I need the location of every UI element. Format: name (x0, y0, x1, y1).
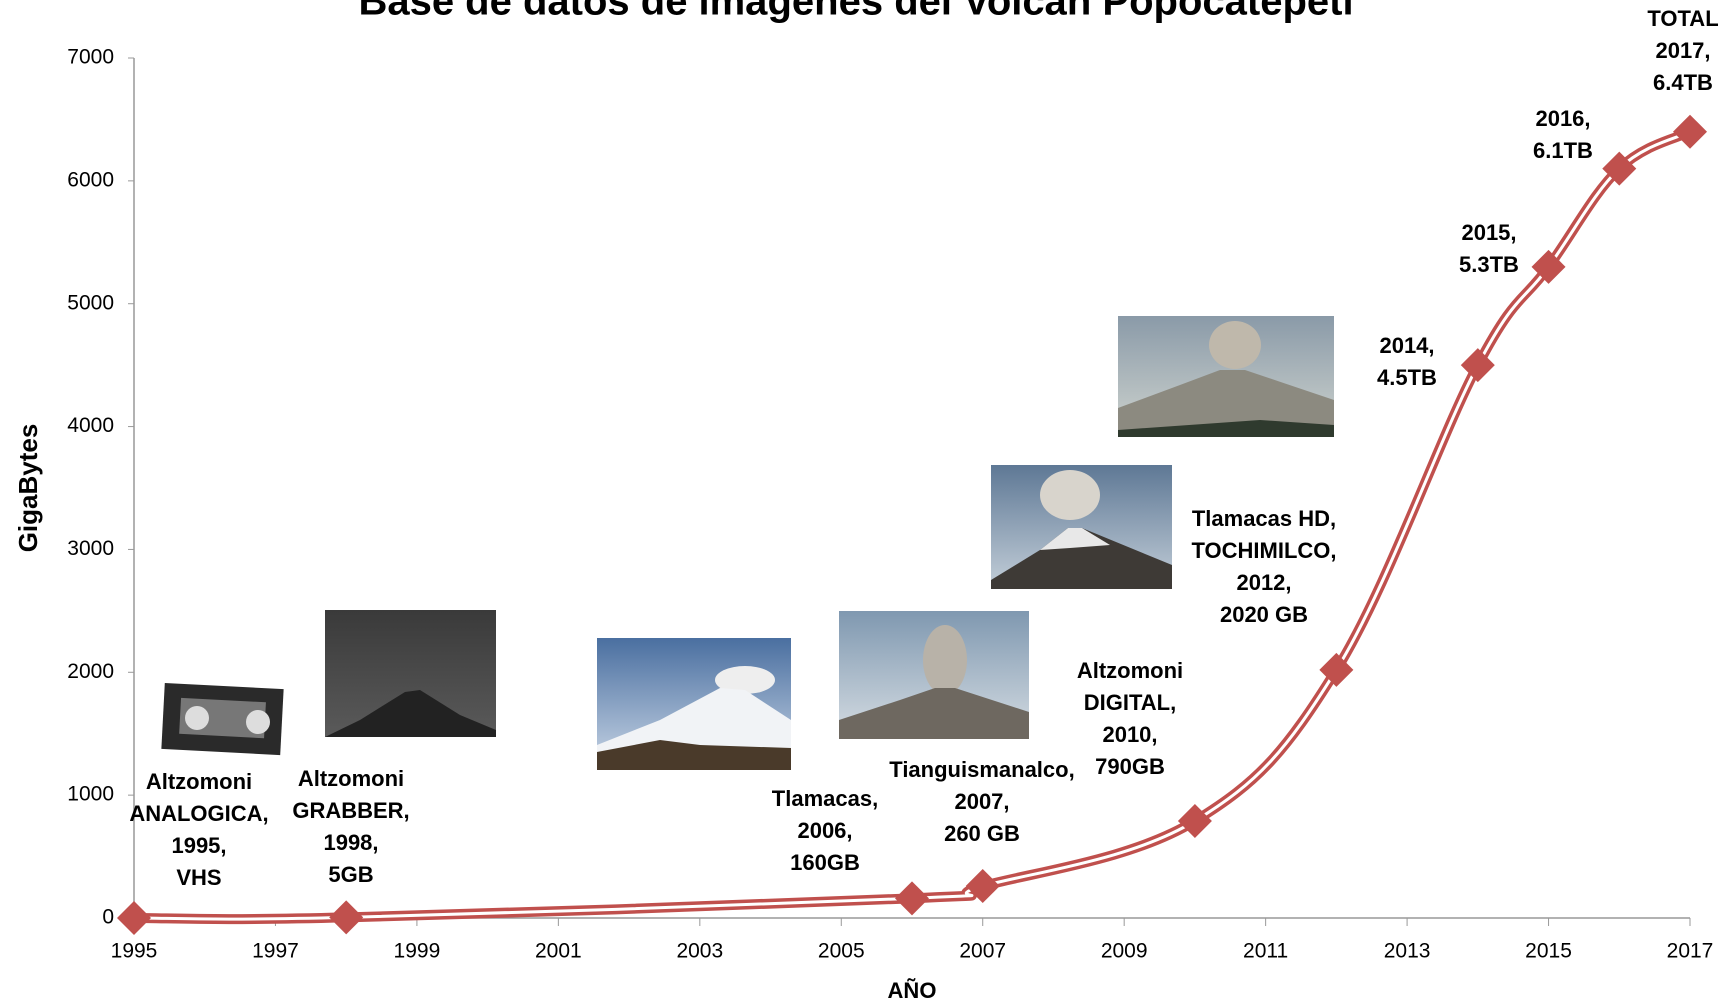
annotation: 2012, (1236, 570, 1291, 595)
x-tick-label: 2015 (1525, 940, 1572, 963)
x-tick-label: 2017 (1667, 940, 1714, 963)
annotation: Tianguismanalco, (889, 757, 1074, 782)
annotation: Altzomoni (146, 769, 252, 794)
annotation: 2006, (797, 818, 852, 843)
y-axis-label: GigaBytes (13, 424, 43, 553)
marker (1531, 249, 1566, 284)
annotation: 4.5TB (1377, 365, 1437, 390)
photo-vhs (161, 682, 284, 756)
y-tick-label: 0 (102, 906, 114, 929)
annotation: 2010, (1102, 722, 1157, 747)
x-tick-label: 2005 (818, 940, 865, 963)
annotation: 160GB (790, 850, 860, 875)
marker (965, 869, 1000, 904)
x-axis-label: AÑO (888, 978, 937, 1003)
x-tick-label: 2011 (1243, 940, 1288, 963)
x-tick-label: 1999 (394, 940, 441, 963)
x-tick-label: 2003 (676, 940, 723, 963)
annotation: TOTAL (1647, 6, 1718, 31)
x-tick-label: 1995 (111, 940, 158, 963)
annotation: Altzomoni (298, 766, 404, 791)
annotation: 1995, (171, 833, 226, 858)
annotation: 260 GB (944, 821, 1020, 846)
photo-2007 (839, 611, 1029, 739)
marker (1460, 348, 1495, 383)
y-tick-label: 1000 (67, 783, 114, 806)
marker (329, 900, 364, 935)
y-tick-label: 6000 (67, 168, 114, 191)
annotation: 6.1TB (1533, 138, 1593, 163)
annotation: 2017, (1655, 38, 1710, 63)
x-tick-label: 1997 (252, 940, 299, 963)
annotation: TOCHIMILCO, (1191, 538, 1336, 563)
annotation: Altzomoni (1077, 658, 1183, 683)
marker (1177, 803, 1212, 838)
annotation: 2020 GB (1220, 602, 1308, 627)
y-tick-label: 2000 (67, 660, 114, 683)
x-tick-label: 2013 (1384, 940, 1431, 963)
annotation: 1998, (323, 830, 378, 855)
x-tick-label: 2009 (1101, 940, 1148, 963)
annotation: 2007, (954, 789, 1009, 814)
y-tick-label: 3000 (67, 537, 114, 560)
marker (1319, 652, 1354, 687)
y-tick-label: 5000 (67, 291, 114, 314)
photo-2010 (991, 465, 1172, 589)
x-tick-label: 2001 (535, 940, 582, 963)
photo-1998 (325, 610, 496, 737)
marker (1673, 114, 1707, 149)
annotation: Tlamacas, (772, 786, 878, 811)
y-tick-label: 7000 (67, 46, 114, 69)
annotation: GRABBER, (292, 798, 409, 823)
marker (1602, 151, 1637, 186)
annotation: Tlamacas HD, (1192, 506, 1336, 531)
marker (117, 901, 151, 935)
annotation: 2014, (1379, 333, 1434, 358)
annotation: ANALOGICA, (129, 801, 268, 826)
photo-2012 (1118, 316, 1334, 437)
annotation: 5.3TB (1459, 252, 1519, 277)
annotation: 2016, (1535, 106, 1590, 131)
annotation: 2015, (1461, 220, 1516, 245)
annotation: DIGITAL, (1084, 690, 1176, 715)
x-tick-label: 2007 (959, 940, 1006, 963)
y-tick-label: 4000 (67, 414, 114, 437)
annotation: 790GB (1095, 754, 1165, 779)
annotation: VHS (176, 865, 221, 890)
annotation: 6.4TB (1653, 70, 1713, 95)
annotation: 5GB (328, 862, 373, 887)
marker (895, 881, 929, 916)
chart-title: Base de datos de imágenes del Volcán Pop… (358, 0, 1353, 24)
photo-2006 (597, 638, 791, 770)
